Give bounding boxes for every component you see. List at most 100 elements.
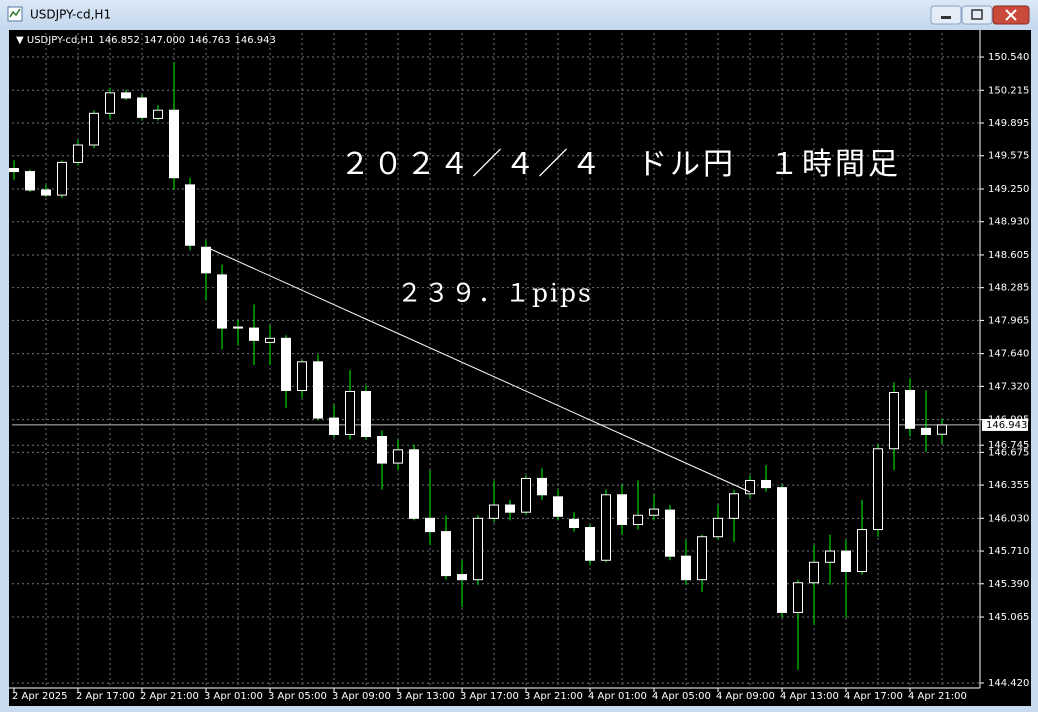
y-tick-label: 146.675 — [988, 447, 1029, 458]
y-tick-label: 146.355 — [988, 480, 1029, 491]
x-tick-label: 2 Apr 2025 — [12, 691, 67, 702]
y-tick-label: 145.390 — [988, 579, 1029, 590]
close-icon — [1005, 9, 1017, 21]
y-tick-label: 145.065 — [988, 612, 1029, 623]
x-tick-label: 4 Apr 21:00 — [908, 691, 967, 702]
y-tick-label: 144.420 — [988, 678, 1029, 689]
candle-body — [585, 527, 595, 561]
candle-body — [681, 555, 691, 581]
header-field: 146.943 — [235, 35, 276, 46]
candle-body — [361, 390, 371, 437]
y-tick-label: 147.320 — [988, 381, 1029, 392]
candle-body — [249, 327, 259, 341]
window-icon-graph — [9, 8, 21, 18]
candle-body — [809, 561, 819, 584]
y-tick-label: 150.540 — [988, 52, 1029, 63]
x-tick-label: 4 Apr 01:00 — [588, 691, 647, 702]
candle-body — [393, 449, 403, 464]
candle-body — [425, 517, 435, 533]
candle-body — [409, 449, 419, 519]
candle-body — [889, 392, 899, 450]
y-tick-label: 148.930 — [988, 217, 1029, 228]
candle-body — [601, 494, 611, 561]
restore-icon — [971, 9, 983, 20]
x-tick-label: 3 Apr 01:00 — [204, 691, 263, 702]
y-tick-label: 150.215 — [988, 85, 1029, 96]
candle-body — [633, 514, 643, 525]
candle-body — [521, 477, 531, 513]
header-field: USDJPY-cd,H1 — [27, 35, 95, 46]
x-tick-label: 4 Apr 05:00 — [652, 691, 711, 702]
header-field: 147.000 — [144, 35, 185, 46]
candle-body — [745, 479, 755, 495]
candle-body — [281, 337, 291, 391]
x-tick-label: 2 Apr 21:00 — [140, 691, 199, 702]
candle-body — [73, 144, 83, 163]
candle-body — [441, 531, 451, 577]
candle-body — [617, 494, 627, 525]
y-tick-label: 147.640 — [988, 349, 1029, 360]
annotation-pips: ２３９．１pips — [397, 279, 593, 308]
x-tick-label: 4 Apr 17:00 — [844, 691, 903, 702]
candle-body — [489, 504, 499, 519]
candle-body — [569, 518, 579, 529]
candle-body — [873, 448, 883, 531]
candle-body — [297, 361, 307, 391]
candle-body — [697, 536, 707, 581]
candle-body — [713, 517, 723, 538]
candle-body — [169, 109, 179, 179]
candle-body — [905, 389, 915, 429]
current-price-label: 146.943 — [986, 420, 1027, 431]
restore-button[interactable] — [961, 5, 993, 25]
x-tick-label: 2 Apr 17:00 — [76, 691, 135, 702]
x-tick-label: 3 Apr 17:00 — [460, 691, 519, 702]
y-tick-label: 147.965 — [988, 315, 1029, 326]
y-tick-label: 149.250 — [988, 184, 1029, 195]
minimize-button[interactable] — [930, 5, 962, 25]
y-tick-label: 146.745 — [988, 440, 1029, 451]
candle-body — [25, 171, 35, 191]
candle-body — [937, 424, 947, 435]
x-tick-label: 3 Apr 05:00 — [268, 691, 327, 702]
candle-body — [137, 97, 147, 118]
candle-body — [201, 246, 211, 274]
candle-body — [121, 92, 131, 99]
x-tick-label: 4 Apr 13:00 — [780, 691, 839, 702]
chart-header: ▼ USDJPY-cd,H1 146.852 147.000 146.763 146.9… — [16, 35, 276, 46]
x-tick-label: 3 Apr 13:00 — [396, 691, 455, 702]
candle-body — [457, 574, 467, 581]
candle-body — [265, 337, 275, 343]
x-tick-label: 3 Apr 09:00 — [332, 691, 391, 702]
candle-body — [41, 189, 51, 196]
header-field: 146.852 — [98, 35, 139, 46]
candle-body — [553, 496, 563, 517]
candle-body — [185, 184, 195, 246]
header-field: 146.763 — [189, 35, 230, 46]
candle-body — [761, 479, 771, 489]
current-price-box — [982, 418, 1028, 431]
candle-body — [89, 112, 99, 146]
chart-background — [9, 30, 1031, 706]
header-arrow[interactable]: ▼ — [16, 35, 27, 46]
trend-line — [205, 246, 751, 493]
window-buttons[interactable] — [930, 5, 1030, 25]
minimize-icon — [941, 16, 951, 19]
y-tick-label: 149.895 — [988, 118, 1029, 129]
y-tick-label: 146.030 — [988, 513, 1029, 524]
candle-body — [57, 161, 67, 196]
y-tick-label: 148.605 — [988, 250, 1029, 261]
window-title: USDJPY-cd,H1 — [30, 8, 111, 22]
candle-body — [313, 361, 323, 419]
candle-body — [233, 326, 243, 329]
title-bar — [0, 0, 1038, 30]
candle-body — [105, 92, 115, 114]
candle-body — [777, 487, 787, 613]
candle-body — [729, 493, 739, 519]
annotation-title: ２０２４／４／４ ドル円 １時間足 — [340, 147, 901, 182]
y-tick-label: 148.285 — [988, 283, 1029, 294]
y-tick-label: 149.575 — [988, 151, 1029, 162]
x-tick-label: 4 Apr 09:00 — [716, 691, 775, 702]
candle-body — [505, 504, 515, 513]
